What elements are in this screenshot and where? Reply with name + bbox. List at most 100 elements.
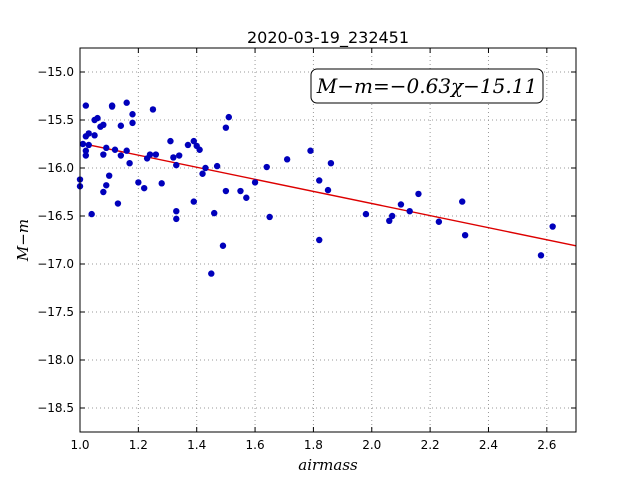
data-point — [79, 140, 87, 148]
data-point — [211, 209, 218, 217]
data-point — [111, 146, 119, 153]
x-tick-label: 2.0 — [362, 438, 381, 452]
data-point — [152, 151, 160, 158]
y-tick-label: −16.0 — [37, 161, 74, 175]
data-point — [129, 111, 136, 118]
data-point — [435, 218, 443, 225]
data-point — [222, 187, 230, 195]
data-point — [190, 198, 197, 205]
data-point — [100, 188, 107, 196]
data-point — [123, 147, 130, 154]
y-tick-label: −15.5 — [37, 113, 74, 127]
data-point — [243, 194, 250, 201]
y-tick-label: −17.0 — [37, 257, 74, 271]
data-point — [266, 213, 273, 221]
data-point — [190, 137, 197, 145]
data-point — [158, 180, 165, 187]
data-point — [327, 160, 335, 167]
y-tick-label: −15.0 — [37, 65, 74, 79]
data-point — [103, 182, 110, 189]
data-point — [213, 162, 221, 170]
data-point — [129, 119, 136, 127]
data-point — [103, 144, 110, 152]
data-point — [237, 187, 244, 195]
data-point — [199, 170, 206, 177]
data-point — [222, 124, 230, 131]
data-point — [105, 172, 113, 179]
x-tick-label: 2.2 — [421, 438, 440, 452]
chart-title: 2020-03-19_232451 — [247, 28, 409, 48]
data-point — [173, 208, 180, 215]
data-point — [196, 146, 203, 153]
fit-equation: M−m=−0.63χ−15.11 — [316, 74, 537, 98]
data-point — [388, 212, 396, 220]
data-point — [461, 232, 469, 239]
data-points — [76, 99, 556, 277]
data-point — [126, 160, 133, 167]
data-point — [176, 152, 183, 159]
data-point — [140, 184, 148, 192]
data-point — [459, 198, 466, 205]
plot-frame — [79, 47, 577, 433]
data-point — [82, 147, 90, 154]
x-tick-label: 1.6 — [246, 438, 265, 452]
y-tick-label: −16.5 — [37, 209, 74, 223]
x-tick-label: 1.2 — [129, 438, 148, 452]
data-point — [114, 200, 122, 207]
x-tick-label: 2.6 — [537, 438, 556, 452]
data-point — [397, 201, 405, 208]
axis-ticks: 1.0 1.2 1.4 1.6 1.8 2.0 2.2 2.4 2.6 −15.0 −15.5 −16… — [37, 48, 576, 452]
data-point — [251, 179, 259, 186]
y-tick-label: −18.0 — [37, 353, 74, 367]
data-point — [263, 163, 270, 171]
annotation-frame — [310, 68, 544, 104]
data-point — [117, 122, 125, 129]
data-point — [415, 190, 422, 198]
data-point — [100, 151, 107, 158]
x-axis-label: airmass — [298, 456, 358, 474]
data-point — [91, 132, 98, 139]
x-tick-label: 1.8 — [304, 438, 323, 452]
data-point — [173, 215, 180, 223]
data-point — [219, 242, 227, 249]
data-point — [123, 99, 130, 106]
data-point — [85, 141, 92, 149]
grid — [79, 48, 576, 432]
data-point — [316, 236, 323, 244]
data-point — [316, 177, 323, 184]
data-point — [82, 152, 90, 159]
fit-line — [79, 142, 577, 247]
y-axis-label: M−m — [14, 219, 32, 262]
data-point — [386, 217, 393, 224]
fit-line-group — [79, 142, 577, 247]
data-point — [146, 151, 154, 158]
data-point — [208, 270, 215, 277]
data-point — [307, 147, 314, 154]
data-point — [202, 164, 209, 172]
data-point — [184, 141, 192, 149]
data-point — [85, 130, 92, 137]
data-point — [108, 103, 116, 110]
y-tick-label: −17.5 — [37, 305, 74, 319]
data-point — [149, 106, 157, 113]
data-point — [324, 186, 332, 194]
data-point — [100, 121, 107, 128]
data-point — [94, 114, 101, 122]
data-point — [537, 252, 545, 259]
x-tick-label: 1.4 — [187, 438, 206, 452]
data-point — [362, 210, 370, 218]
data-point — [170, 154, 177, 161]
data-point — [225, 113, 232, 121]
data-point — [406, 208, 413, 215]
annotation-box: M−m=−0.63χ−15.11 — [310, 68, 544, 104]
plot-area — [80, 48, 576, 432]
data-point — [135, 179, 142, 186]
y-tick-label: −18.5 — [37, 401, 74, 415]
data-point — [117, 152, 125, 159]
data-point — [549, 223, 556, 230]
data-point — [173, 161, 180, 169]
x-tick-label: 2.4 — [479, 438, 498, 452]
data-point — [82, 102, 90, 109]
data-point — [88, 210, 95, 218]
